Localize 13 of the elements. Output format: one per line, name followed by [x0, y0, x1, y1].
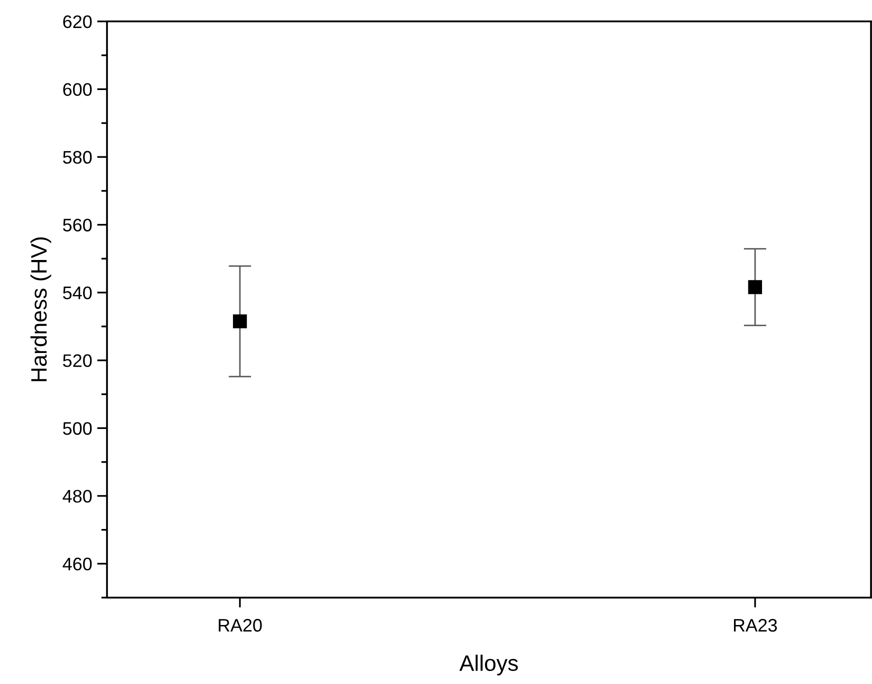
x-tick-label: RA23: [734, 618, 777, 632]
x-tick-label: RA20: [218, 618, 262, 632]
y-tick-label: 560: [63, 218, 92, 232]
x-axis-title: Alloys: [459, 654, 518, 676]
y-tick-label: 540: [63, 286, 92, 300]
y-tick-label: 620: [63, 15, 92, 28]
y-tick-label: 520: [63, 354, 92, 368]
y-tick-label: 600: [63, 83, 92, 96]
y-tick-label: 460: [62, 558, 92, 570]
y-tick-label: 580: [63, 150, 92, 164]
y-tick-label: 480: [62, 490, 92, 503]
y-axis-title: Hardness (HV): [30, 237, 52, 382]
y-tick-label: 500: [63, 422, 92, 435]
